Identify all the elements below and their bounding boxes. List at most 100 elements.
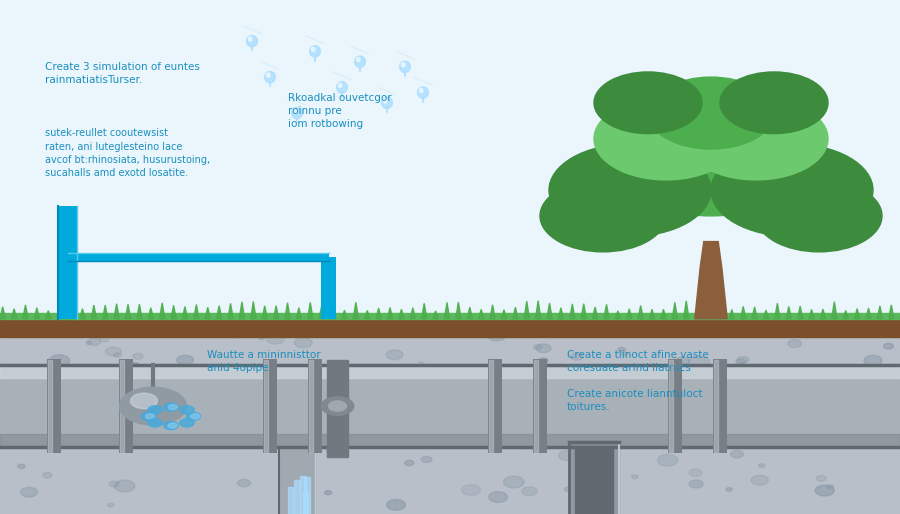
Bar [0,365,900,378]
Text: sutek-reullet cooutewsist
raten, ani luteglesteino lace
avcof bt:rhinosiata, hus: sutek-reullet cooutewsist raten, ani lut… [45,128,210,178]
Text: Create a tlinoct afine vaste
coresuate arind llatrucs

Create anicote lianntuloc: Create a tlinoct afine vaste coresuate a… [567,350,709,412]
Bar [533,359,547,453]
Circle shape [191,414,200,419]
Circle shape [864,355,882,365]
Ellipse shape [355,56,365,67]
Polygon shape [410,308,416,319]
Ellipse shape [418,87,428,98]
Ellipse shape [383,99,387,103]
Circle shape [48,395,64,404]
Polygon shape [22,305,28,319]
Ellipse shape [266,73,270,77]
Polygon shape [547,303,553,319]
Circle shape [736,359,745,364]
Bar [263,359,277,453]
Circle shape [148,419,162,427]
Bar [569,442,619,514]
Text: Rkoadkal ouvetcgor
roinnu pre
iom rotbowing: Rkoadkal ouvetcgor roinnu pre iom rotbow… [288,93,392,129]
Circle shape [105,347,122,356]
Circle shape [248,382,266,392]
Polygon shape [797,306,803,319]
Circle shape [591,417,606,426]
Polygon shape [159,303,165,319]
Bar [309,360,313,452]
Bar [294,480,300,514]
Ellipse shape [400,61,410,72]
Polygon shape [490,305,495,319]
Circle shape [525,380,531,383]
Circle shape [100,337,109,342]
Bar [714,360,718,452]
Polygon shape [228,303,233,319]
Circle shape [146,414,155,419]
Circle shape [622,352,628,356]
Circle shape [111,411,128,420]
Text: Wautte a mininnisttor
anid 4opipe: Wautte a mininnisttor anid 4opipe [207,350,320,373]
Circle shape [328,401,346,411]
Polygon shape [171,305,176,319]
Ellipse shape [338,83,342,87]
Polygon shape [330,310,336,319]
Bar [48,360,52,452]
Circle shape [540,180,666,252]
Circle shape [280,410,300,421]
Polygon shape [308,302,313,319]
Bar [0,319,900,337]
Polygon shape [467,307,472,319]
Polygon shape [661,309,666,319]
Circle shape [83,323,101,334]
Circle shape [121,326,140,337]
Circle shape [238,479,250,487]
Ellipse shape [265,71,275,83]
Polygon shape [319,306,324,319]
Circle shape [500,399,514,407]
Polygon shape [376,308,382,319]
Circle shape [109,481,119,487]
Circle shape [108,410,125,420]
Bar [0,319,900,514]
Circle shape [238,372,258,383]
Circle shape [489,492,508,502]
Polygon shape [274,306,279,319]
Polygon shape [650,309,655,319]
Circle shape [503,476,524,488]
Circle shape [845,414,863,425]
Circle shape [488,331,506,341]
Circle shape [321,397,354,415]
Circle shape [511,375,526,384]
Polygon shape [558,308,563,319]
Circle shape [266,414,283,423]
Polygon shape [0,307,5,319]
Circle shape [751,475,769,485]
Circle shape [815,485,834,496]
Circle shape [657,454,678,466]
Circle shape [689,373,702,380]
Circle shape [266,334,284,344]
Polygon shape [433,311,438,319]
Bar [668,359,682,453]
Circle shape [667,437,688,449]
Ellipse shape [248,37,252,41]
Circle shape [290,436,303,444]
Polygon shape [239,302,245,319]
Polygon shape [729,309,734,319]
Circle shape [168,423,177,428]
Circle shape [688,356,709,368]
Circle shape [274,399,283,404]
Polygon shape [68,306,74,319]
Bar [47,359,61,453]
Bar [264,360,268,452]
Polygon shape [364,310,370,319]
Circle shape [132,353,143,359]
Circle shape [607,481,616,485]
Polygon shape [12,309,17,319]
Ellipse shape [382,97,392,108]
Circle shape [338,379,349,385]
Polygon shape [284,303,290,319]
Circle shape [603,93,819,216]
Circle shape [261,382,275,391]
Polygon shape [672,302,678,319]
Circle shape [534,344,542,350]
Polygon shape [888,305,894,319]
Circle shape [180,419,194,427]
